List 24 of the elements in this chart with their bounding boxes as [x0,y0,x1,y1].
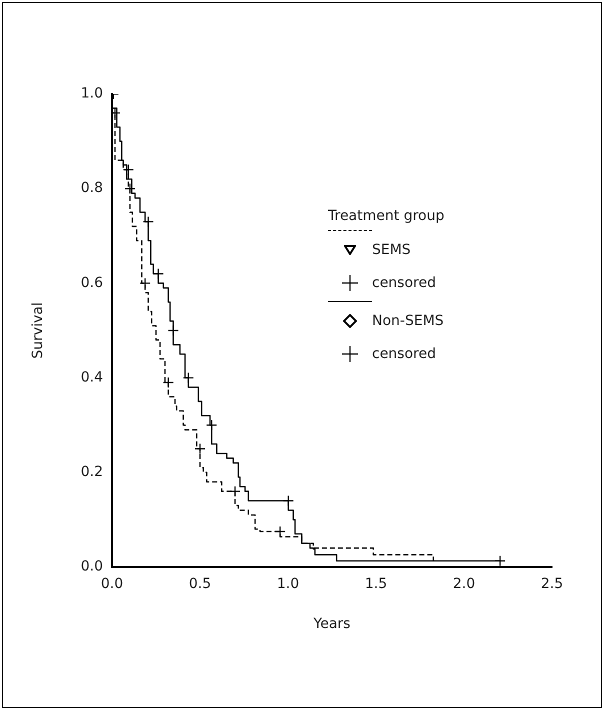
x-tick-label: 1.0 [276,576,300,592]
y-tick-label: 0.4 [80,369,104,386]
y-tick-label: 0.8 [80,180,103,196]
x-tick-label: 1.5 [364,576,388,592]
point [194,443,206,454]
legend-label: SEMS [372,242,411,258]
x-tick-label: 0.0 [100,576,124,592]
legend-title: Treatment group [328,208,444,224]
y-tick-label: 0.0 [80,558,103,575]
x-axis-title: Years [312,616,350,632]
legend-label: censored [372,346,436,362]
y-tick-label: 0.2 [80,464,103,480]
x-tick-label: 0.5 [188,576,212,592]
x-tick-label: 2.0 [452,576,476,592]
y-tick-label: 1.0 [80,86,103,102]
point [124,183,136,194]
point [122,164,134,176]
legend-label: Non-SEMS [372,312,444,328]
point [229,486,241,497]
x-tick-label: 2.5 [540,576,564,592]
y-tick-label: 0.6 [80,274,104,291]
point [162,376,174,388]
legend-label: censored [372,274,436,290]
y-axis-title: Survival [30,302,46,359]
